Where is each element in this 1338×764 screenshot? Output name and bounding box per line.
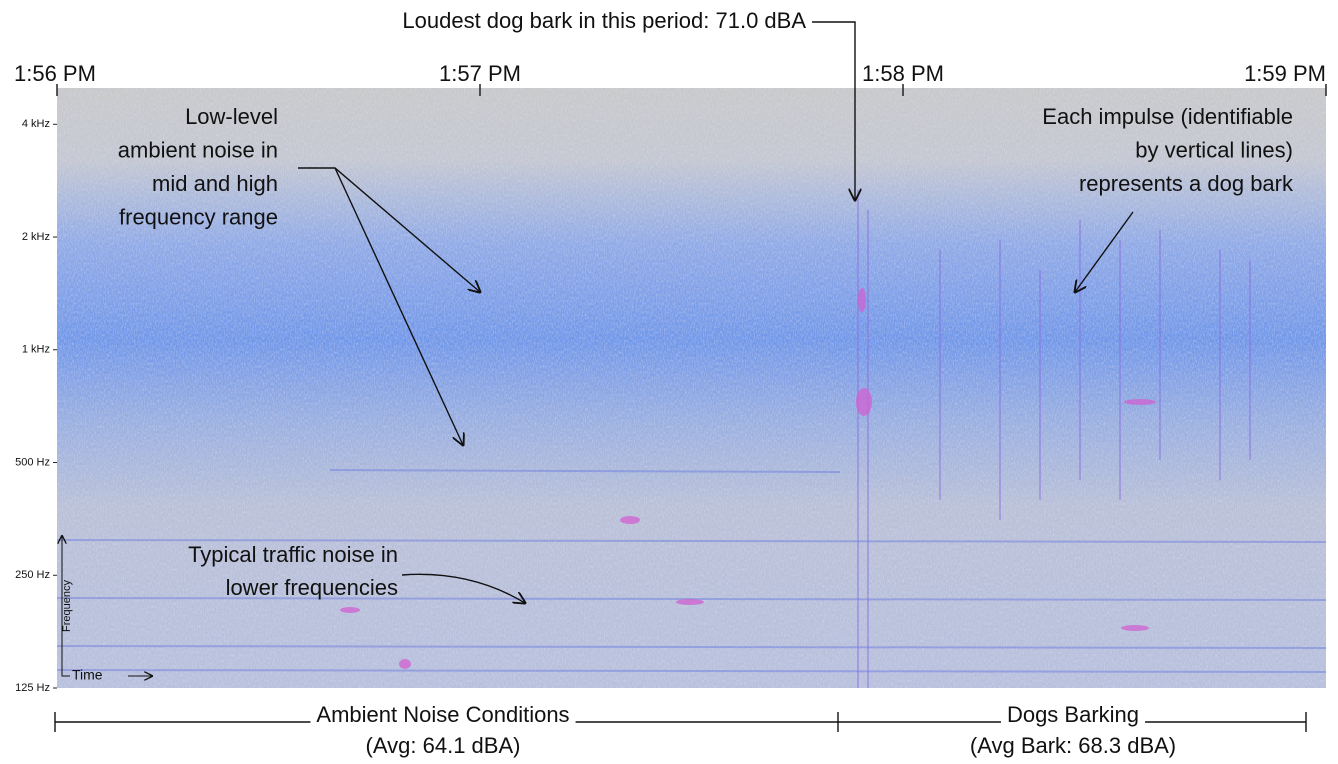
annotation-text: lower frequencies [226, 575, 398, 600]
annotation-text: by vertical lines) [1135, 137, 1293, 162]
annotation-text: represents a dog bark [1079, 171, 1294, 196]
y-tick-label: 2 kHz [22, 231, 50, 243]
annotation-text: Each impulse (identifiable [1042, 104, 1293, 129]
y-tick-label: 4 kHz [22, 118, 50, 130]
annotation-text: mid and high [152, 171, 278, 196]
y-tick-label: 500 Hz [15, 456, 50, 468]
y-tick-label: 125 Hz [15, 682, 50, 694]
x-tick-label: 1:57 PM [439, 61, 521, 86]
y-axis-label: Frequency [61, 580, 73, 632]
annotation-text: Typical traffic noise in [188, 542, 398, 567]
label-background [1000, 701, 1146, 727]
period-average: (Avg: 64.1 dBA) [366, 733, 521, 758]
annotation-text: ambient noise in [118, 137, 278, 162]
annotation-text: Low-level [185, 104, 278, 129]
period-name: Ambient Noise Conditions [316, 702, 569, 727]
x-tick-label: 1:56 PM [14, 61, 96, 86]
x-tick-label: 1:58 PM [862, 61, 944, 86]
annotation-text: Loudest dog bark in this period: 71.0 dB… [402, 8, 806, 33]
y-tick-label: 250 Hz [15, 569, 50, 581]
label-background [310, 701, 576, 727]
y-tick-label: 1 kHz [22, 344, 50, 356]
annotation-text: frequency range [119, 204, 278, 229]
x-tick-label: 1:59 PM [1244, 61, 1326, 86]
spectrogram [57, 88, 1326, 688]
period-name: Dogs Barking [1007, 702, 1139, 727]
period-average: (Avg Bark: 68.3 dBA) [970, 733, 1176, 758]
x-axis-label: Time [72, 667, 103, 683]
